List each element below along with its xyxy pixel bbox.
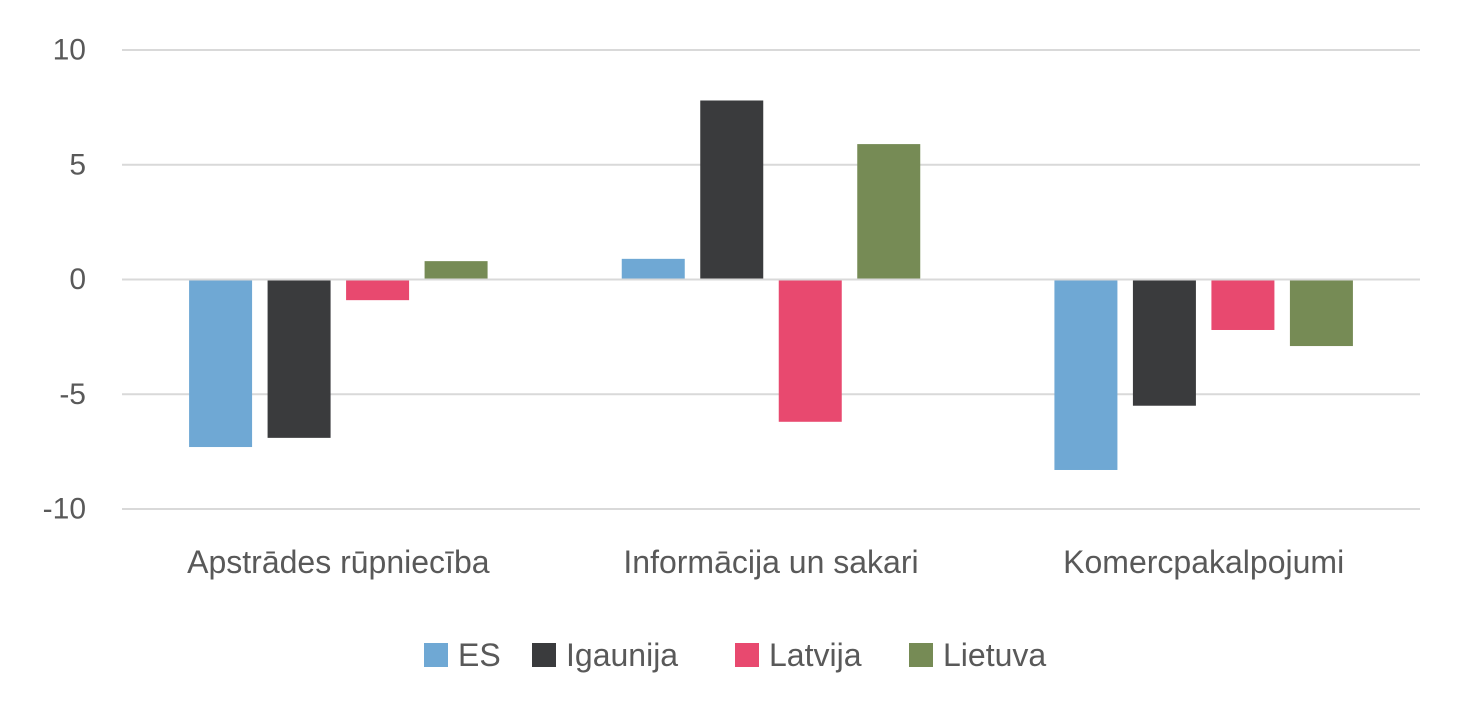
x-category-label: Apstrādes rūpniecība — [187, 544, 490, 580]
gridlines — [122, 49, 1420, 510]
bar-lietuva-1 — [857, 144, 921, 280]
legend-swatch — [424, 643, 448, 667]
bar-lietuva-2 — [1289, 279, 1353, 347]
bar-igaunija-0 — [267, 279, 331, 438]
bar-es-1 — [621, 258, 685, 280]
bar-latvija-0 — [346, 279, 410, 301]
legend-label: Lietuva — [943, 637, 1046, 673]
bar-latvija-2 — [1211, 279, 1275, 330]
x-category-label: Informācija un sakari — [623, 544, 918, 580]
bar-igaunija-1 — [700, 100, 764, 280]
bar-es-2 — [1054, 279, 1118, 470]
y-tick-label: 5 — [69, 148, 86, 181]
legend-swatch — [735, 643, 759, 667]
legend-label: ES — [458, 637, 501, 673]
x-category-label: Komercpakalpojumi — [1063, 544, 1344, 580]
legend-swatch — [532, 643, 556, 667]
bar-igaunija-2 — [1132, 279, 1196, 406]
y-axis-tick-labels: 10 5 0 -5 -10 — [43, 34, 86, 526]
y-tick-label: -10 — [43, 493, 86, 526]
bar-latvija-1 — [778, 279, 842, 422]
x-axis-category-labels: Apstrādes rūpniecība Informācija un sakar… — [187, 544, 1344, 580]
y-tick-label: 0 — [69, 263, 86, 296]
y-tick-label: 10 — [53, 34, 86, 67]
y-tick-label: -5 — [59, 378, 86, 411]
bar-lietuva-0 — [424, 261, 488, 280]
legend-item-lietuva: Lietuva — [909, 637, 1046, 673]
legend-label: Igaunija — [566, 637, 678, 673]
legend: ES Igaunija Latvija Lietuva — [424, 637, 1046, 673]
legend-item-latvija: Latvija — [735, 637, 862, 673]
bar-es-0 — [189, 279, 253, 448]
legend-swatch — [909, 643, 933, 667]
legend-item-es: ES — [424, 637, 501, 673]
bars — [189, 100, 1353, 470]
legend-item-igaunija: Igaunija — [532, 637, 678, 673]
legend-label: Latvija — [769, 637, 862, 673]
